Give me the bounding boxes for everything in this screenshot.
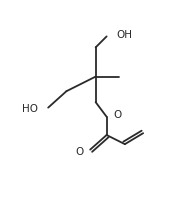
Text: O: O — [114, 110, 122, 120]
Text: O: O — [75, 147, 83, 157]
Text: OH: OH — [117, 31, 133, 41]
Text: HO: HO — [22, 104, 38, 113]
